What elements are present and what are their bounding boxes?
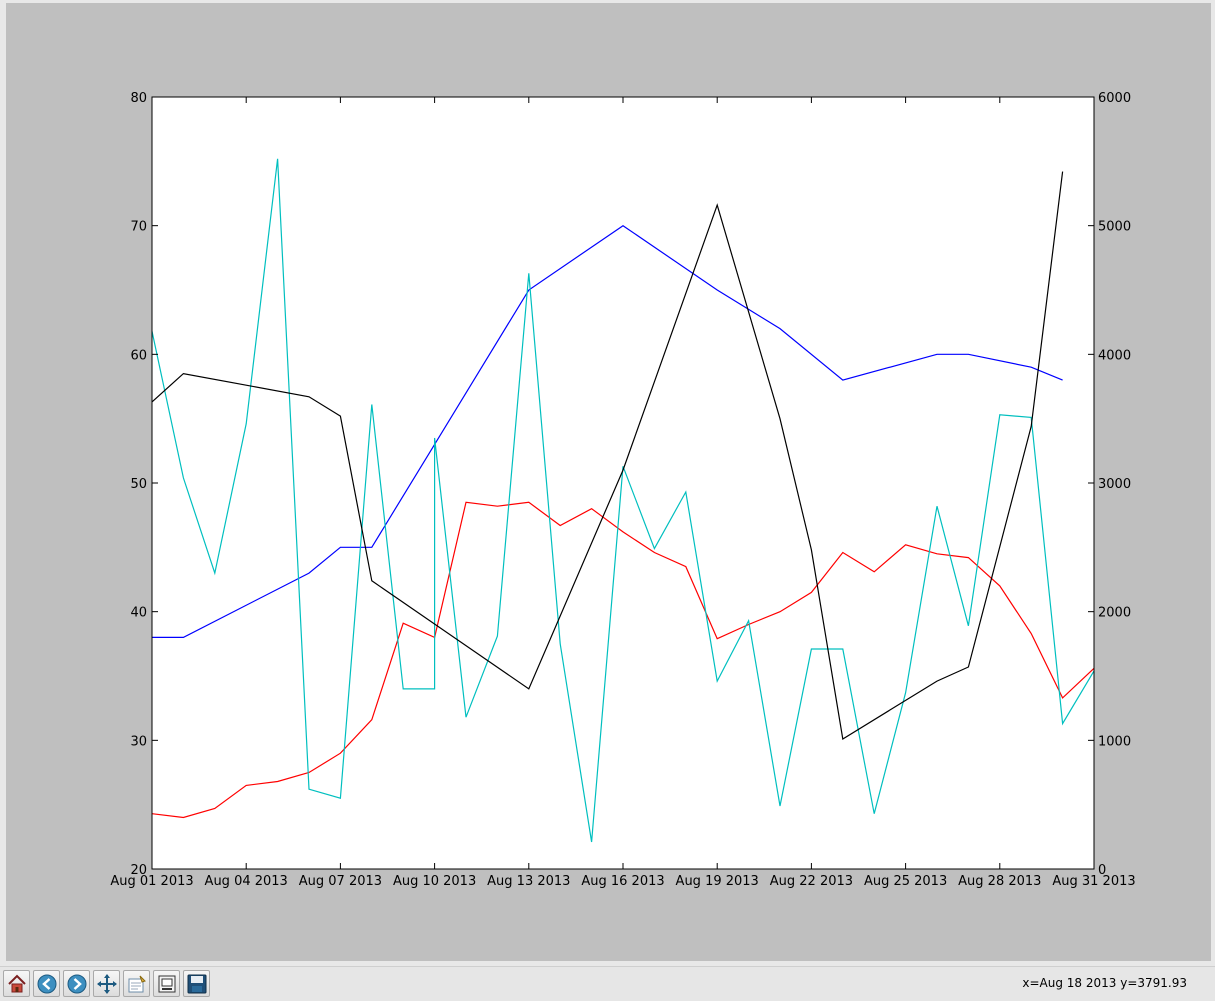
pan-button[interactable] <box>93 970 120 997</box>
move-arrows-icon <box>97 974 117 994</box>
cursor-coordinates: x=Aug 18 2013 y=3791.93 <box>1022 976 1187 990</box>
series-layer <box>151 158 1095 843</box>
y-left-tick-label: 20 <box>130 863 147 878</box>
y-left-tick-label: 60 <box>130 348 147 363</box>
x-tick-label: Aug 28 2013 <box>958 874 1041 889</box>
x-tick-label: Aug 31 2013 <box>1052 874 1135 889</box>
navigation-toolbar: x=Aug 18 2013 y=3791.93 <box>0 966 1215 1001</box>
x-tick-label: Aug 25 2013 <box>864 874 947 889</box>
y-left-tick-label: 40 <box>130 606 147 621</box>
series-line-4 <box>151 171 1064 740</box>
x-tick-label: Aug 10 2013 <box>393 874 476 889</box>
ticks-layer: Aug 01 2013 Aug 04 2013 Aug 07 2013 Aug 10 … <box>110 91 1135 889</box>
y-right-tick-label: 1000 <box>1098 734 1131 749</box>
save-button[interactable] <box>183 970 210 997</box>
y-left-tick-label: 70 <box>130 220 147 235</box>
x-tick-label: Aug 04 2013 <box>205 874 288 889</box>
x-tick-label: Aug 22 2013 <box>770 874 853 889</box>
series-line-3 <box>151 158 1095 843</box>
series-line-1 <box>152 224 1063 639</box>
y-right-tick-label: 4000 <box>1098 348 1131 363</box>
forward-button[interactable] <box>63 970 90 997</box>
x-tick-label: Aug 19 2013 <box>676 874 759 889</box>
y-right-tick-label: 6000 <box>1098 91 1131 106</box>
x-tick-label: Aug 01 2013 <box>110 874 193 889</box>
y-left-tick-label: 30 <box>130 734 147 749</box>
y-left-tick-label: 80 <box>130 91 147 106</box>
x-tick-label: Aug 16 2013 <box>581 874 664 889</box>
series-line-2 <box>151 501 1095 819</box>
back-arrow-icon <box>37 974 57 994</box>
home-icon <box>8 974 26 993</box>
y-right-tick-label: 5000 <box>1098 220 1131 235</box>
floppy-disk-icon <box>187 974 207 994</box>
x-tick-label: Aug 13 2013 <box>487 874 570 889</box>
back-button[interactable] <box>33 970 60 997</box>
y-right-tick-label: 0 <box>1098 863 1106 878</box>
configure-subplots-button[interactable] <box>123 970 150 997</box>
home-button[interactable] <box>3 970 30 997</box>
chart[interactable]: Aug 01 2013 Aug 04 2013 Aug 07 2013 Aug 10 … <box>0 0 1215 966</box>
figure-window: Aug 01 2013 Aug 04 2013 Aug 07 2013 Aug 10 … <box>0 0 1215 966</box>
edit-axes-icon <box>158 975 176 993</box>
y-right-tick-label: 3000 <box>1098 477 1131 492</box>
y-right-tick-label: 2000 <box>1098 606 1131 621</box>
subplots-config-icon <box>128 975 146 993</box>
forward-arrow-icon <box>67 974 87 994</box>
x-tick-label: Aug 07 2013 <box>299 874 382 889</box>
edit-axes-button[interactable] <box>153 970 180 997</box>
y-left-tick-label: 50 <box>130 477 147 492</box>
